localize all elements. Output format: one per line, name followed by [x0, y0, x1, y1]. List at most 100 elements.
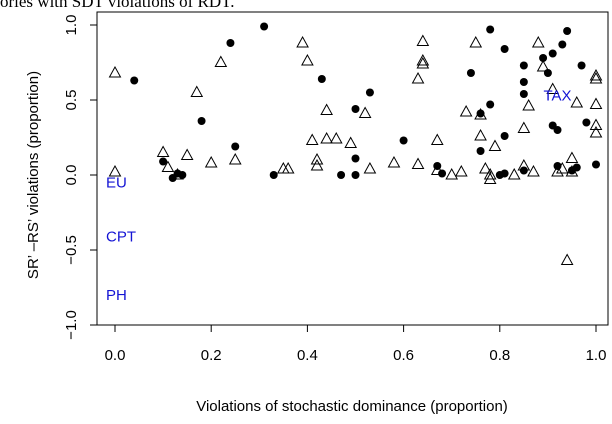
open-triangle-point: [430, 163, 444, 175]
filled-circle-point: [486, 100, 495, 109]
model-label-ph: PH: [106, 287, 127, 304]
open-triangle-point: [411, 157, 425, 169]
model-labels: TAX EU CPT PH: [106, 88, 572, 305]
filled-circle-point: [558, 40, 567, 49]
filled-circle-point: [582, 118, 591, 127]
open-triangle-point: [474, 128, 487, 141]
open-triangle-point: [488, 139, 502, 151]
open-triangle-point: [204, 155, 218, 168]
open-triangle-point: [171, 167, 184, 180]
open-triangle-point: [589, 118, 603, 130]
open-triangle-point: [479, 161, 492, 174]
filled-circle-point: [539, 54, 548, 62]
open-triangle-point: [416, 34, 430, 46]
open-triangle-point: [358, 106, 372, 118]
filled-circle-point: [351, 154, 360, 163]
open-triangle-point: [305, 133, 319, 145]
model-label-tax: TAX: [543, 88, 571, 105]
y-tick-label: −1.0: [63, 310, 80, 340]
x-tick-label: 1.0: [586, 347, 607, 364]
model-label-eu: EU: [106, 175, 127, 192]
open-triangle-point: [589, 97, 603, 109]
filled-circle-point: [365, 88, 374, 97]
open-triangle-point: [560, 253, 574, 265]
open-triangle-point: [161, 160, 175, 172]
x-tick-label: 0.4: [297, 347, 318, 364]
open-triangle-point: [517, 158, 531, 171]
open-triangle-point: [344, 136, 358, 148]
open-triangle-point: [551, 164, 564, 177]
filled-circle-point: [548, 49, 557, 58]
open-triangle-point: [214, 55, 228, 67]
open-triangle-point: [310, 152, 324, 165]
y-tick-label: 0.0: [63, 165, 80, 186]
filled-circle-point: [476, 147, 485, 155]
open-triangle-point: [589, 125, 603, 138]
open-triangle-point: [190, 85, 204, 97]
open-triangle-point: [416, 53, 430, 66]
open-triangle-point: [310, 158, 324, 171]
x-tick-label: 0.0: [105, 347, 126, 364]
filled-circle-point: [130, 76, 139, 85]
open-triangle-point: [483, 172, 497, 184]
filled-circle-point: [351, 171, 360, 179]
filled-circle-point: [226, 39, 235, 47]
y-axis: −1.0 −0.5 0.0 0.5 1.0: [63, 15, 98, 340]
open-triangle-point: [329, 131, 343, 144]
open-triangle-point: [363, 161, 377, 174]
open-triangle-point: [156, 145, 170, 157]
filled-circle-point: [197, 117, 206, 125]
filled-circle-point: [553, 126, 562, 134]
open-triangle-point: [555, 161, 569, 174]
open-triangle-point: [565, 151, 579, 163]
open-triangle-point: [454, 164, 468, 177]
open-triangle-point: [108, 164, 122, 177]
filled-circle-point: [563, 27, 572, 35]
open-triangle-point: [570, 95, 584, 108]
x-axis: 0.0 0.2 0.4 0.6 0.8 1.0: [105, 324, 607, 364]
open-triangle-point: [483, 167, 497, 180]
open-triangle-point: [531, 35, 545, 48]
filled-circle-point: [519, 61, 528, 70]
y-tick-label: 1.0: [63, 15, 80, 36]
filled-circle-point: [231, 142, 240, 151]
open-triangle-point: [565, 164, 579, 177]
model-label-cpt: CPT: [106, 229, 136, 246]
y-tick-label: −0.5: [63, 235, 80, 265]
open-triangle-point: [180, 148, 194, 160]
filled-circle-point: [500, 169, 509, 178]
filled-circle-point: [476, 109, 485, 118]
filled-circle-point: [577, 61, 586, 70]
filled-circle-point: [399, 136, 408, 145]
open-triangle-point: [296, 35, 309, 48]
open-triangle-point: [320, 103, 333, 115]
plot-frame: [96, 11, 609, 326]
open-triangle-point: [281, 161, 295, 174]
open-triangle-point: [546, 82, 560, 94]
filled-circle-point: [466, 69, 475, 77]
filled-circle-point: [178, 171, 187, 179]
open-triangle-point: [430, 133, 444, 145]
filled-circle-point: [592, 160, 600, 169]
filled-circle-point: [337, 171, 346, 179]
open-triangle-point: [301, 53, 314, 66]
y-tick-label: 0.5: [63, 90, 80, 111]
open-triangle-point: [320, 131, 333, 144]
x-tick-label: 0.8: [489, 347, 510, 364]
open-triangle-point: [589, 71, 603, 84]
filled-circle-point: [351, 105, 360, 113]
filled-circle-point: [317, 75, 326, 83]
open-triangle-point: [416, 56, 430, 69]
open-triangle-point: [228, 152, 242, 165]
open-triangle-point: [522, 98, 536, 111]
x-axis-title: Violations of stochastic dominance (prop…: [196, 398, 508, 415]
open-triangle-point: [411, 71, 425, 84]
x-tick-label: 0.6: [393, 347, 414, 364]
filled-circle-point: [260, 22, 269, 31]
open-triangle-point: [536, 59, 550, 72]
open-triangle-point: [469, 35, 483, 48]
open-triangle-point: [507, 167, 521, 180]
filled-circle-point: [519, 78, 528, 86]
filled-circle-point: [269, 171, 278, 179]
